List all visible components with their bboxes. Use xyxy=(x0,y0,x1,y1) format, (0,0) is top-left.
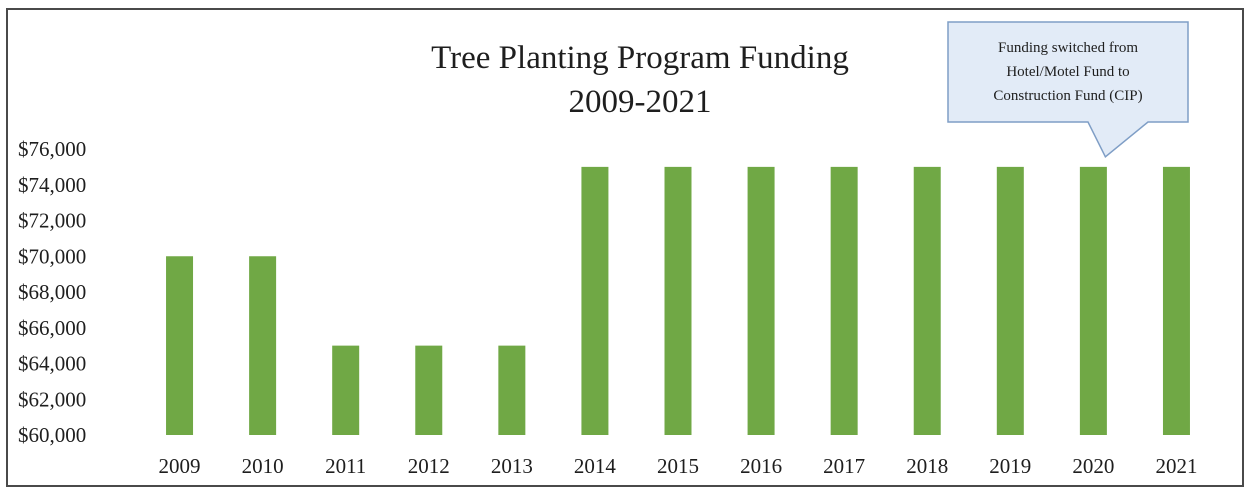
bar-2012 xyxy=(415,345,443,435)
y-tick-label: $64,000 xyxy=(18,352,86,376)
bar-2009 xyxy=(166,256,194,435)
x-tick-label: 2010 xyxy=(242,454,284,478)
bar-2019 xyxy=(996,166,1024,435)
callout-text-line: Construction Fund (CIP) xyxy=(993,88,1142,104)
chart-frame: Tree Planting Program Funding 2009-2021 … xyxy=(6,8,1244,487)
x-tick-label: 2021 xyxy=(1155,454,1197,478)
x-tick-label: 2012 xyxy=(408,454,450,478)
bar-2010 xyxy=(249,256,277,435)
bar-2016 xyxy=(747,166,775,435)
y-tick-label: $66,000 xyxy=(18,316,86,340)
bar-2011 xyxy=(332,345,360,435)
chart-title: Tree Planting Program Funding xyxy=(431,40,849,76)
bar-2018 xyxy=(913,166,941,435)
annotation-callout: Funding switched from Hotel/Motel Fund to… xyxy=(947,21,1189,159)
y-axis: $60,000 $62,000 $64,000 $66,000 $68,000 $70,0… xyxy=(18,137,86,447)
chart-subtitle: 2009-2021 xyxy=(569,84,712,120)
x-tick-label: 2017 xyxy=(823,454,865,478)
bar-chart: Tree Planting Program Funding 2009-2021 … xyxy=(18,21,1198,478)
x-tick-label: 2009 xyxy=(159,454,201,478)
y-tick-label: $68,000 xyxy=(18,280,86,304)
bar-2013 xyxy=(498,345,526,435)
bar-2021 xyxy=(1162,166,1190,435)
y-tick-label: $72,000 xyxy=(18,209,86,233)
x-tick-label: 2018 xyxy=(906,454,948,478)
bar-2014 xyxy=(581,166,609,435)
x-tick-label: 2020 xyxy=(1072,454,1114,478)
x-axis: 2009 2010 2011 2012 2013 2014 2015 2016 2017 2018… xyxy=(159,454,1198,478)
y-tick-label: $74,000 xyxy=(18,173,86,197)
callout-box xyxy=(947,21,1189,159)
x-tick-label: 2011 xyxy=(325,454,366,478)
callout-text-line: Funding switched from xyxy=(998,40,1138,56)
bar-2017 xyxy=(830,166,858,435)
bar-2015 xyxy=(664,166,692,435)
x-tick-label: 2015 xyxy=(657,454,699,478)
y-tick-label: $76,000 xyxy=(18,137,86,161)
bars xyxy=(166,166,1190,435)
y-tick-label: $70,000 xyxy=(18,244,86,268)
x-tick-label: 2019 xyxy=(989,454,1031,478)
x-tick-label: 2014 xyxy=(574,454,617,478)
x-tick-label: 2013 xyxy=(491,454,533,478)
y-tick-label: $60,000 xyxy=(18,423,86,447)
x-tick-label: 2016 xyxy=(740,454,782,478)
callout-text-line: Hotel/Motel Fund to xyxy=(1006,64,1129,80)
bar-2020 xyxy=(1079,166,1107,435)
y-tick-label: $62,000 xyxy=(18,387,86,411)
